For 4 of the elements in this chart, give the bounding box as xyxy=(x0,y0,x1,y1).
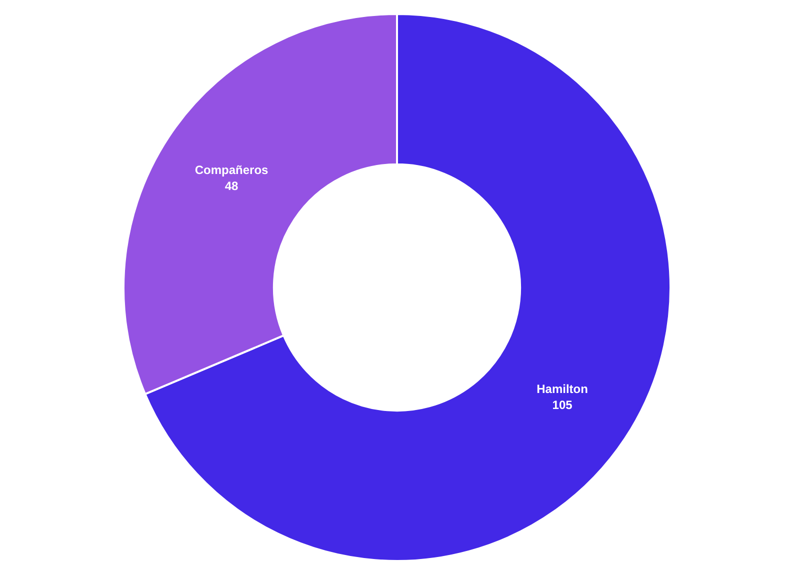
slice-label: Compañeros xyxy=(194,163,269,178)
data-label: 48 xyxy=(224,178,239,193)
slice-label: Hamilton xyxy=(536,382,588,396)
data-label: 105 xyxy=(552,398,573,412)
